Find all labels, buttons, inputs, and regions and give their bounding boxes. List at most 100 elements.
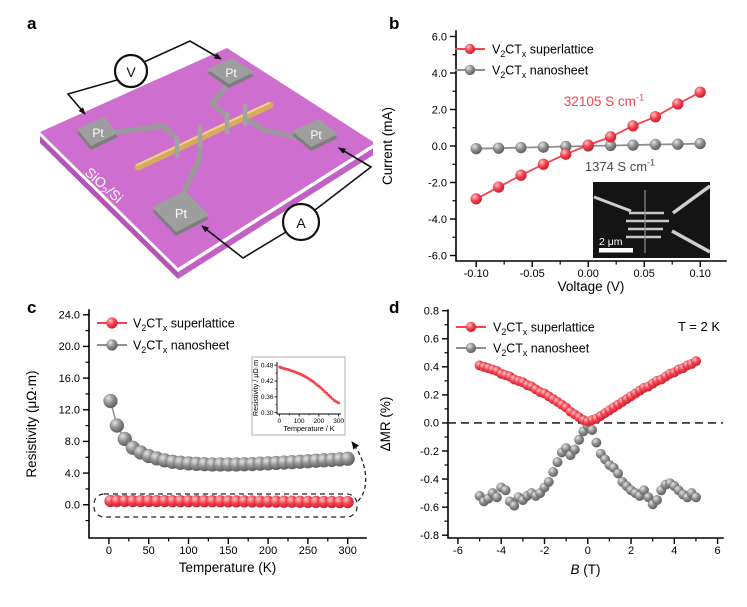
inset-data-point	[327, 393, 331, 397]
panel-c-chart: 0 50 100 150 200 250 300 0.0 4.0 8.0 12.0 16.0 20.0 2…	[24, 309, 367, 575]
sem-inset: 2 μm	[593, 182, 712, 258]
axes: 0 50 100 150 200 250 300 0.0 4.0 8.0 12.0 16.0 20.0 2…	[59, 309, 367, 557]
series-superlattice	[470, 86, 706, 205]
svg-text:0: 0	[585, 545, 591, 557]
svg-text:20.0: 20.0	[59, 341, 80, 353]
condition-label: T = 2 K	[678, 319, 720, 334]
svg-text:-6.0: -6.0	[428, 250, 447, 262]
legend-label-superlattice: V2CTx superlattice	[493, 320, 595, 337]
data-point	[470, 193, 482, 205]
inset-x-axis-label: Temperature / K	[283, 424, 334, 433]
panel-label-c: c	[27, 298, 37, 317]
svg-text:0.6: 0.6	[424, 334, 439, 346]
data-point	[694, 86, 706, 98]
svg-text:0.10: 0.10	[690, 268, 711, 280]
annotations: 32105 S cm-1 1374 S cm-1	[564, 91, 655, 174]
svg-text:0.8: 0.8	[424, 306, 439, 318]
wire-ammeter-bottom	[201, 225, 287, 259]
series-nanosheet	[470, 137, 706, 155]
data-point	[672, 98, 684, 110]
svg-text:4.0: 4.0	[432, 68, 447, 80]
svg-text:-4.0: -4.0	[428, 214, 447, 226]
data-point	[690, 492, 702, 503]
scale-bar	[599, 248, 633, 253]
svg-text:2.0: 2.0	[432, 104, 447, 116]
data-point	[470, 142, 482, 155]
panel-a-schematic: SiO2/Si Pt Pt Pt Pt V A	[40, 40, 373, 279]
y-axis-label: Current (mA)	[380, 107, 395, 185]
series-superlattice	[104, 494, 354, 509]
data-point	[604, 131, 617, 143]
data-point	[649, 111, 662, 123]
x-axis-label: Temperature (K)	[179, 560, 277, 575]
wire-ammeter-right	[314, 147, 373, 211]
data-point	[591, 437, 602, 448]
svg-text:-0.10: -0.10	[464, 268, 489, 280]
series-superlattice	[474, 356, 702, 427]
svg-text:250: 250	[299, 545, 317, 557]
svg-text:-6: -6	[453, 545, 463, 557]
svg-text:0.2: 0.2	[424, 390, 439, 402]
data-point	[560, 148, 572, 160]
data-point	[500, 485, 511, 496]
inset-data-point	[323, 390, 327, 394]
svg-text:-2: -2	[540, 545, 550, 557]
legend-label-nanosheet: V2CTx nanosheet	[492, 63, 589, 80]
data-point	[694, 137, 706, 150]
inset-data-point	[321, 388, 325, 392]
svg-text:-0.6: -0.6	[420, 502, 439, 514]
data-point	[340, 451, 355, 467]
data-point	[672, 138, 684, 150]
legend: V2CTx superlattice V2CTx nanosheet	[455, 42, 594, 80]
svg-text:300: 300	[333, 418, 344, 425]
data-point	[690, 356, 702, 367]
legend-label-nanosheet: V2CTx nanosheet	[133, 338, 230, 355]
svg-text:0: 0	[278, 418, 282, 425]
series-nanosheet	[103, 393, 355, 472]
svg-text:-0.4: -0.4	[420, 474, 439, 486]
y-axis-label: ΔMR (%)	[378, 397, 393, 452]
trace-left	[113, 123, 180, 142]
data-point	[109, 418, 125, 433]
data-point	[613, 468, 624, 479]
inset-data-point	[325, 391, 329, 395]
svg-text:100: 100	[294, 418, 305, 425]
data-point	[543, 476, 554, 487]
substrate-top	[40, 48, 373, 268]
data-point	[582, 139, 594, 151]
data-point	[103, 393, 118, 409]
svg-text:-0.2: -0.2	[420, 446, 439, 458]
svg-text:0.05: 0.05	[634, 268, 655, 280]
ammeter-label: A	[296, 215, 306, 231]
voltmeter-label: V	[126, 64, 136, 80]
svg-text:0.4: 0.4	[424, 362, 439, 374]
svg-text:200: 200	[313, 418, 324, 425]
data-point	[491, 492, 502, 503]
inset-data-point	[317, 384, 321, 388]
svg-text:12.0: 12.0	[59, 405, 80, 417]
data-point	[492, 181, 505, 193]
data-point	[574, 434, 585, 445]
conductivity-annotation: 1374 S cm-1	[585, 158, 655, 174]
inset-data-point	[313, 381, 317, 385]
svg-text:4: 4	[671, 545, 677, 557]
panel-label-a: a	[27, 14, 37, 33]
electrode-label-right: Pt	[310, 128, 322, 142]
substrate-side-left	[40, 136, 178, 279]
svg-text:0.42: 0.42	[261, 378, 274, 385]
svg-text:0.36: 0.36	[261, 394, 274, 401]
svg-text:2: 2	[628, 545, 634, 557]
electrode-label-bottom: Pt	[175, 206, 188, 221]
pad-top	[207, 58, 254, 84]
data-point	[649, 138, 662, 151]
data-point	[627, 139, 639, 151]
legend: V2CTx superlattice V2CTx nanosheet	[456, 320, 595, 358]
svg-text:0: 0	[106, 545, 112, 557]
pad-bottom	[152, 191, 209, 232]
svg-text:0.00: 0.00	[577, 268, 598, 280]
axes: -6 -4 -2 0 2 4 6 -0.8 -0.6 -0.4 -0.2 0.0 0.2 0.4 0.6 0.…	[420, 306, 724, 557]
pad-left	[77, 117, 118, 146]
inset-data-point	[329, 395, 333, 399]
legend: V2CTx superlattice V2CTx nanosheet	[97, 316, 235, 355]
